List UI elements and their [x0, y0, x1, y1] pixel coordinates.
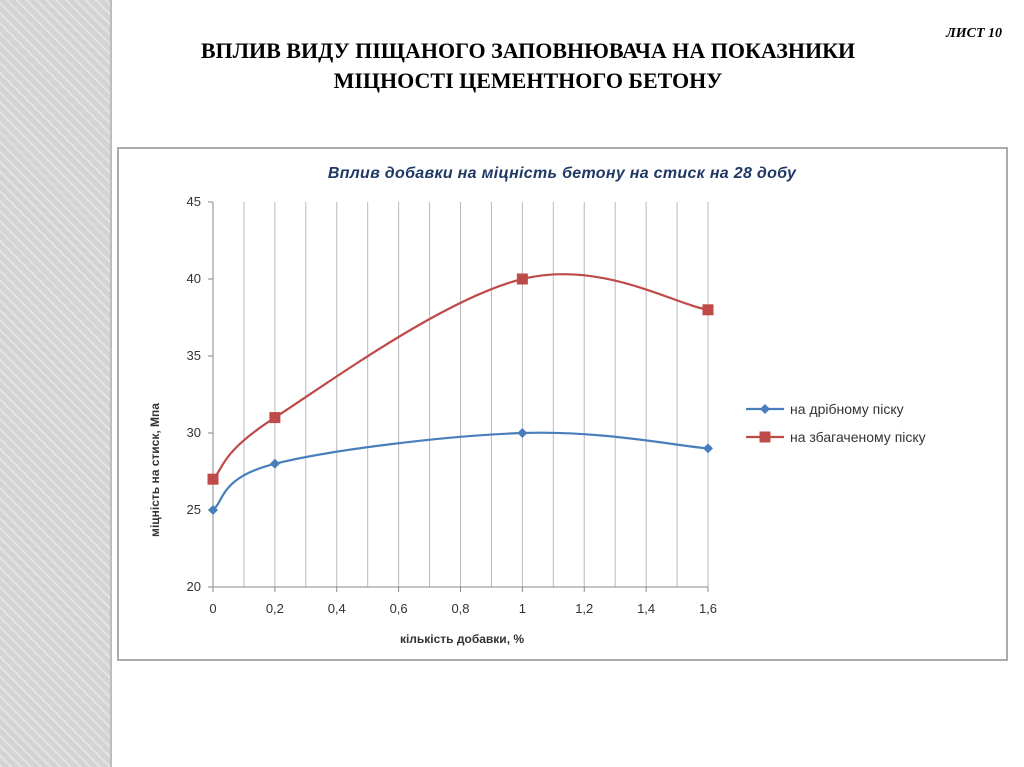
legend-marker: [759, 431, 771, 443]
x-tick-label: 0,4: [328, 601, 346, 616]
y-tick-label: 35: [187, 348, 201, 363]
line-chart: Вплив добавки на міцність бетону на стис…: [148, 165, 926, 646]
chart-frame: [117, 147, 1008, 661]
legend-entry-label: на збагаченому піску: [790, 429, 926, 445]
axis-layer: 20 25 30 35 40 45 0 0,2 0,4 0,6 0,8 1 1,2 1,4 1,6: [187, 194, 718, 616]
y-tick-label: 30: [187, 425, 201, 440]
x-tick-label: 1: [519, 601, 526, 616]
series-1-point: [269, 458, 280, 469]
series-1-point: [208, 505, 218, 515]
x-tick-label: 0: [209, 601, 216, 616]
x-tick-label: 0,8: [451, 601, 469, 616]
series-layer: [207, 273, 714, 515]
series-2-point: [516, 273, 528, 285]
y-tick-label: 45: [187, 194, 201, 209]
grid-layer: [243, 202, 709, 587]
y-axis-title: міцність на стиск, Мпа: [148, 403, 162, 537]
legend: на дрібному піску на збагаченому піску: [746, 401, 926, 445]
slide-title: ВПЛИВ ВИДУ ПІЩАНОГО ЗАПОВНЮВАЧА НА ПОКАЗ…: [118, 36, 938, 96]
x-tick-label: 1,2: [575, 601, 593, 616]
x-tick-label: 1,6: [699, 601, 717, 616]
x-tick-label: 0,6: [390, 601, 408, 616]
sheet-label: ЛИСТ 10: [946, 26, 1002, 41]
slide-title-line-1: ВПЛИВ ВИДУ ПІЩАНОГО ЗАПОВНЮВАЧА НА ПОКАЗ…: [200, 38, 856, 63]
y-tick-label: 25: [187, 502, 201, 517]
legend-entry-label: на дрібному піску: [790, 401, 904, 417]
side-decor-strip: [0, 0, 110, 767]
slide-title-line-2: МІЦНОСТІ ЦЕМЕНТНОГО БЕТОНУ: [333, 68, 723, 93]
series-1-point: [703, 443, 713, 454]
chart-title: Вплив добавки на міцність бетону на стис…: [328, 165, 797, 182]
series-1-point: [517, 428, 528, 438]
x-axis-title: кількість добавки, %: [400, 632, 524, 646]
series-2-point: [702, 304, 714, 316]
side-decor-edge: [110, 0, 112, 767]
x-tick-label: 1,4: [637, 601, 655, 616]
series-line-1: [212, 431, 709, 511]
series-2-point: [207, 473, 219, 485]
legend-marker: [760, 404, 770, 414]
x-tick-label: 0,2: [266, 601, 284, 616]
y-tick-label: 40: [187, 271, 201, 286]
y-tick-label: 20: [187, 579, 201, 594]
series-line-2: [212, 273, 709, 480]
series-2-point: [269, 412, 281, 424]
